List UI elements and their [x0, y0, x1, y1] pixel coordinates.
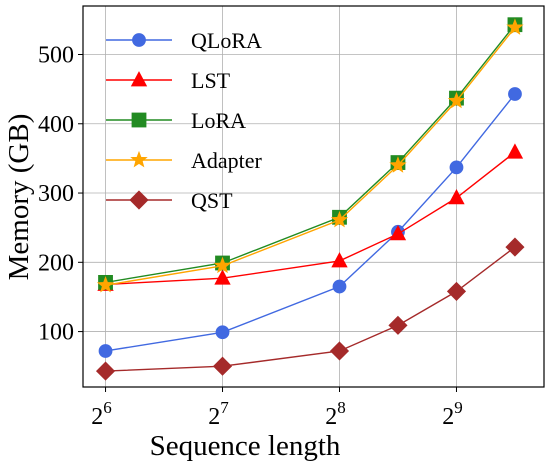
series-qlora [98, 87, 522, 358]
y-tick-label-4: 500 [38, 42, 74, 68]
legend-marker-qst [129, 190, 149, 210]
series-line-qst [105, 246, 516, 372]
legend-label-lora: LoRA [191, 108, 246, 133]
y-axis-title: Memory (GB) [3, 114, 35, 281]
legend-label-qst: QST [191, 188, 233, 213]
data-point-adapter [330, 210, 349, 228]
data-point-qst [505, 237, 525, 257]
legend-label-lst: LST [191, 68, 231, 93]
x-tick-label-1: 27 [208, 398, 229, 430]
legend-marker-lora [131, 112, 147, 128]
legend: QLoRA LST LoRA Adapter QST [106, 28, 263, 213]
series-line-adapter [105, 27, 516, 286]
series-line-lst [105, 151, 516, 286]
y-tick-label-1: 200 [38, 250, 74, 276]
data-point-adapter [447, 91, 466, 109]
y-tick-label-2: 300 [38, 181, 74, 207]
legend-marker-qlora [132, 33, 146, 47]
data-point-qlora [508, 87, 522, 101]
series-line-lora [105, 24, 516, 284]
data-point-qlora [98, 344, 113, 358]
data-point-qst [95, 361, 116, 381]
data-point-qst [329, 341, 350, 361]
x-tick-label-2: 28 [325, 398, 346, 430]
data-point-qlora [449, 160, 464, 175]
data-point-qst [388, 315, 408, 335]
x-axis-title: Sequence length [150, 430, 341, 462]
legend-marker-lst [130, 71, 148, 87]
data-point-qst [212, 356, 233, 376]
x-tick-label-0: 26 [91, 398, 112, 430]
data-point-lst [214, 269, 231, 285]
y-tick-label-0: 100 [38, 320, 74, 346]
data-point-lst [389, 225, 407, 241]
data-point-qlora [332, 279, 347, 294]
series-lora [98, 17, 523, 290]
legend-label-qlora: QLoRA [191, 28, 262, 53]
data-point-lst [448, 189, 465, 205]
series-line-qlora [105, 93, 516, 352]
legend-label-adapter: Adapter [191, 148, 263, 173]
data-point-adapter [96, 276, 115, 293]
legend-marker-adapter [130, 150, 148, 168]
series-adapter [96, 18, 524, 293]
x-tick-label-3: 29 [442, 398, 463, 430]
data-point-lst [331, 252, 348, 268]
data-point-adapter [389, 156, 407, 173]
data-point-qst [446, 281, 467, 301]
data-point-qlora [215, 325, 230, 340]
data-point-lst [506, 143, 524, 159]
plot-frame [82, 5, 545, 388]
data-point-adapter [213, 256, 232, 274]
data-point-adapter [506, 18, 524, 35]
y-tick-label-3: 400 [38, 112, 74, 138]
series-qst [95, 237, 525, 381]
